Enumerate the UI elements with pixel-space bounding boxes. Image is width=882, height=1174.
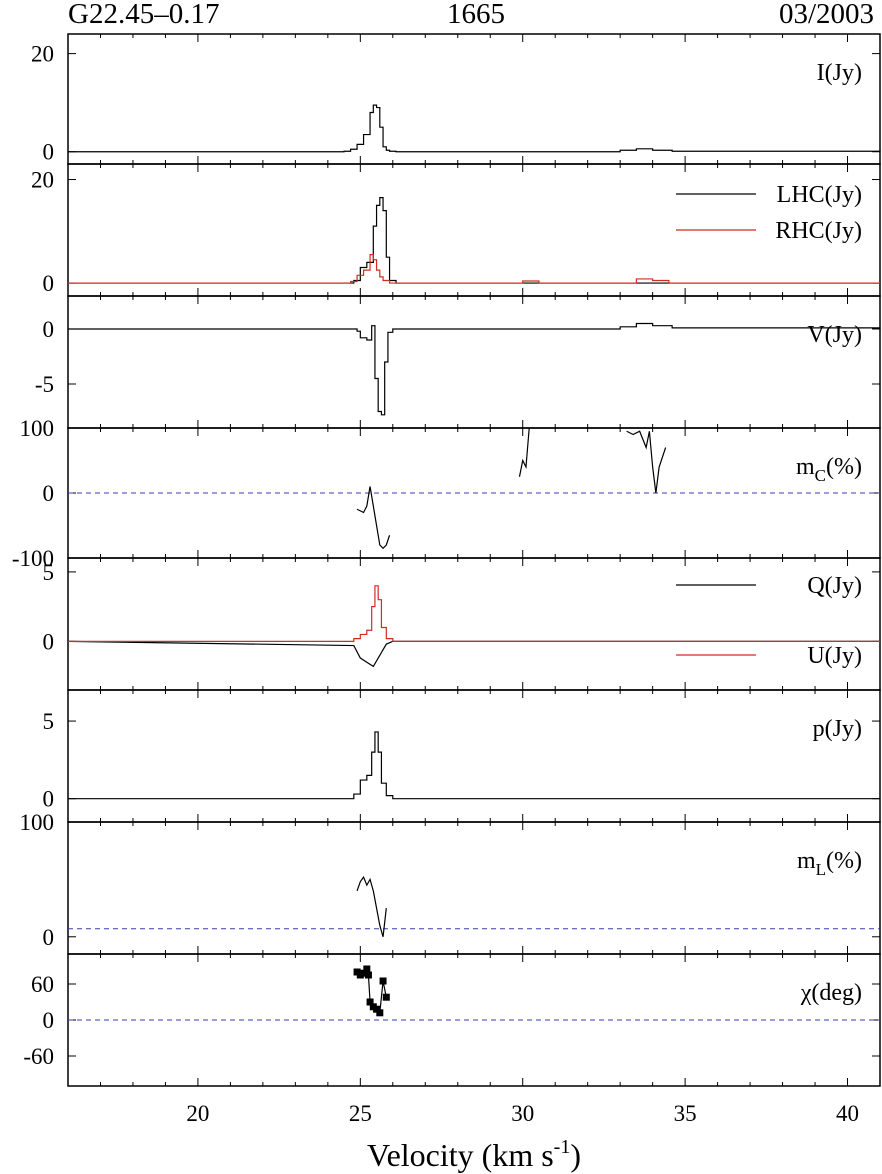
- series-line-1: [68, 322, 881, 416]
- y-tick-label: 0: [43, 481, 55, 506]
- panel-frame: [67, 821, 881, 955]
- data-point: [364, 971, 372, 979]
- y-tick-label: 20: [31, 168, 54, 193]
- panel-frame: [67, 689, 881, 823]
- legend-label: LHC(Jy): [777, 182, 862, 208]
- y-tick-label: 0: [43, 629, 55, 654]
- y-tick-label: 20: [31, 42, 54, 67]
- y-tick-label: 0: [43, 787, 55, 812]
- panel-5: 5 0 Q(Jy) U(Jy): [43, 557, 881, 691]
- series-line-1: [356, 486, 391, 550]
- legend-label: RHC(Jy): [775, 218, 862, 244]
- panel-6: 5 0 p(Jy): [43, 689, 881, 823]
- series-line-1: [356, 875, 387, 937]
- x-tick-label: 20: [186, 1101, 209, 1126]
- panel-label: χ(deg): [800, 980, 862, 1006]
- panel-label: I(Jy): [817, 60, 862, 86]
- panel-frame: [67, 557, 881, 691]
- y-tick-label: 100: [20, 810, 55, 835]
- panel-label: p(Jy): [813, 716, 862, 742]
- panel-3: 0 -5 V(Jy): [35, 295, 881, 429]
- data-point: [363, 965, 371, 973]
- y-tick-label: 60: [31, 972, 54, 997]
- panel-8: 60 0 -60 χ(deg): [23, 953, 881, 1087]
- source-name: G22.45–0.17: [68, 0, 220, 30]
- y-tick-label: 0: [43, 271, 55, 296]
- data-point: [373, 1005, 381, 1013]
- y-tick-label: 0: [43, 317, 55, 342]
- panel-label: mC(%): [796, 454, 862, 485]
- panel-1: 0 20 I(Jy): [31, 33, 881, 165]
- series-line-1: [68, 731, 880, 800]
- x-tick-label: 30: [511, 1101, 534, 1126]
- panel-4: 100 0 -100 mC(%): [12, 416, 881, 571]
- legend-label: U(Jy): [807, 643, 862, 669]
- series-line-2: [68, 253, 880, 284]
- y-tick-label: 100: [20, 416, 55, 441]
- data-point: [382, 993, 390, 1001]
- panel-frame: [67, 163, 881, 297]
- y-tick-label: 5: [43, 709, 55, 734]
- series-line-1: [68, 197, 880, 284]
- data-point: [360, 969, 368, 977]
- data-point: [379, 977, 387, 985]
- x-axis-label: Velocity (km s-1): [367, 1136, 581, 1173]
- x-tick-label: 40: [836, 1101, 859, 1126]
- panel-2: 0 20 LHC(Jy) RHC(Jy): [31, 163, 881, 297]
- data-point: [376, 1009, 384, 1017]
- x-tick-label: 25: [349, 1101, 372, 1126]
- panel-7: 100 0 mL(%): [20, 810, 881, 955]
- frequency-label: 1665: [447, 0, 505, 30]
- y-tick-label: -5: [35, 372, 54, 397]
- data-point: [366, 998, 374, 1006]
- y-tick-label: 0: [43, 925, 55, 950]
- y-tick-label: 0: [43, 140, 55, 165]
- panel-frame: [67, 295, 881, 429]
- y-tick-label: 0: [43, 1008, 55, 1033]
- legend-label: Q(Jy): [807, 573, 862, 599]
- x-tick-label: 35: [674, 1101, 697, 1126]
- series-line-3: [626, 430, 667, 494]
- y-tick-label: -100: [12, 546, 54, 571]
- y-tick-label: 5: [43, 560, 55, 585]
- y-tick-label: -60: [23, 1044, 54, 1069]
- panel-label: V(Jy): [807, 322, 862, 348]
- series-line-2: [518, 427, 530, 477]
- series-line-2: [68, 585, 880, 642]
- panel-frame: [67, 33, 881, 165]
- panel-label: mL(%): [797, 848, 862, 879]
- observation-date: 03/2003: [778, 0, 874, 30]
- series-line-1: [67, 640, 880, 668]
- series-line-1: [68, 104, 881, 153]
